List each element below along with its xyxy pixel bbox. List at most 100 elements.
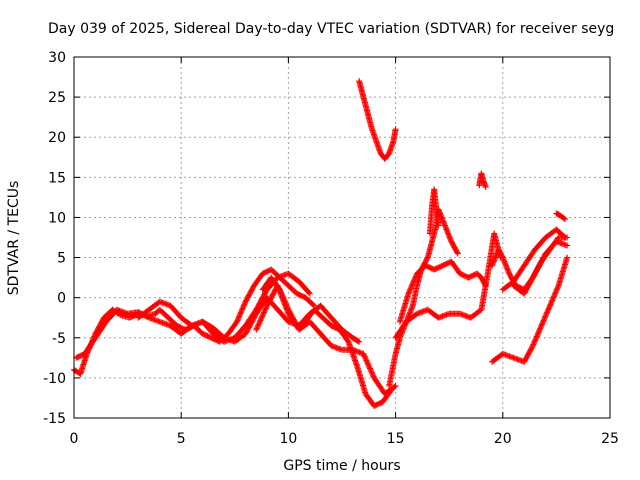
data-point (336, 326, 351, 344)
series-sat-m (489, 254, 571, 365)
axis-ticks: 0 5 10 15 20 25 -15 -10 -5 0 5 10 15 20 25 30 (43, 50, 619, 447)
data-point (510, 354, 526, 365)
data-point (302, 307, 317, 325)
data-point (386, 139, 396, 157)
data-point (388, 386, 395, 393)
data-point (561, 216, 568, 223)
data-point (546, 283, 561, 309)
data-point (489, 351, 505, 365)
data-point (499, 350, 516, 361)
data-point (285, 282, 299, 296)
data-point (555, 255, 570, 289)
data-point (81, 336, 98, 357)
series-sat-p (553, 210, 568, 223)
x-tick-label: 15 (387, 431, 405, 447)
series-sat-k (476, 170, 489, 190)
data-point (553, 210, 563, 219)
data-point (409, 284, 420, 309)
data-point (167, 322, 184, 336)
series-sat-j (426, 186, 442, 237)
y-tick-label: 25 (48, 90, 66, 106)
data-point (435, 222, 442, 229)
x-tick-label: 25 (601, 431, 619, 447)
data-point (454, 250, 461, 257)
data-point (276, 286, 291, 312)
data-point (146, 314, 162, 325)
x-tick-label: 5 (177, 431, 186, 447)
y-tick-label: 20 (48, 130, 66, 146)
y-axis-label: SDTVAR / TECUs (6, 181, 22, 296)
data-point (356, 338, 363, 345)
data-point (369, 126, 379, 143)
data-point (426, 203, 435, 237)
chart-title: Day 039 of 2025, Sidereal Day-to-day VTE… (48, 21, 614, 37)
data-point (482, 183, 489, 190)
data-point (386, 352, 399, 389)
data-point (478, 170, 487, 184)
data-point (538, 304, 553, 329)
data-point (233, 300, 248, 325)
data-point (405, 271, 420, 297)
data-point (379, 388, 394, 405)
data-point (510, 263, 527, 285)
data-point (274, 306, 291, 324)
data-point (296, 278, 312, 296)
data-point (381, 151, 392, 162)
data-point (448, 238, 461, 256)
y-tick-label: -5 (52, 331, 66, 347)
data-point (531, 235, 548, 253)
data-point (302, 294, 317, 308)
data-point (392, 319, 409, 341)
data-point (422, 262, 436, 273)
data-point (467, 307, 484, 321)
series-sat-e (259, 274, 395, 409)
data-point (521, 344, 536, 365)
x-tick-label: 10 (279, 431, 297, 447)
data-point (251, 271, 265, 289)
data-point (210, 325, 227, 340)
series-sat-f (356, 78, 399, 162)
gridlines (74, 57, 610, 418)
data-point (146, 299, 162, 313)
data-point (360, 94, 371, 115)
y-tick-label: 10 (48, 210, 66, 226)
data-point (482, 282, 489, 289)
data-point (349, 334, 362, 345)
data-point (553, 226, 567, 240)
y-tick-label: -15 (43, 411, 66, 427)
y-tick-label: 15 (48, 170, 66, 186)
data-point (531, 251, 549, 277)
data-point (396, 292, 412, 325)
data-point (564, 254, 571, 261)
data-point (521, 271, 538, 297)
data-point (356, 78, 367, 99)
data-point (253, 304, 270, 333)
x-tick-label: 0 (70, 431, 79, 447)
data-point (199, 330, 213, 341)
data-point (156, 298, 173, 309)
y-tick-label: 30 (48, 50, 66, 66)
data-point (362, 390, 377, 408)
data-point (392, 336, 403, 357)
data-point (259, 275, 274, 293)
data-point (188, 319, 205, 329)
data-point (156, 318, 173, 329)
data-point (293, 319, 308, 329)
series-sat-d (253, 282, 399, 397)
data-point (456, 310, 473, 321)
data-point (564, 242, 571, 249)
series-sat-i (396, 258, 489, 325)
data-point (135, 307, 151, 321)
data-point (561, 234, 568, 241)
x-axis-label: GPS time / hours (283, 458, 400, 474)
data-point (328, 342, 344, 353)
data-point (456, 270, 471, 281)
data-point (259, 267, 274, 277)
plot-frame (73, 56, 611, 419)
data-point (424, 239, 435, 261)
y-tick-label: -10 (43, 371, 66, 387)
data-point (360, 350, 377, 380)
data-point (390, 127, 399, 145)
y-tick-label: 5 (57, 251, 66, 267)
